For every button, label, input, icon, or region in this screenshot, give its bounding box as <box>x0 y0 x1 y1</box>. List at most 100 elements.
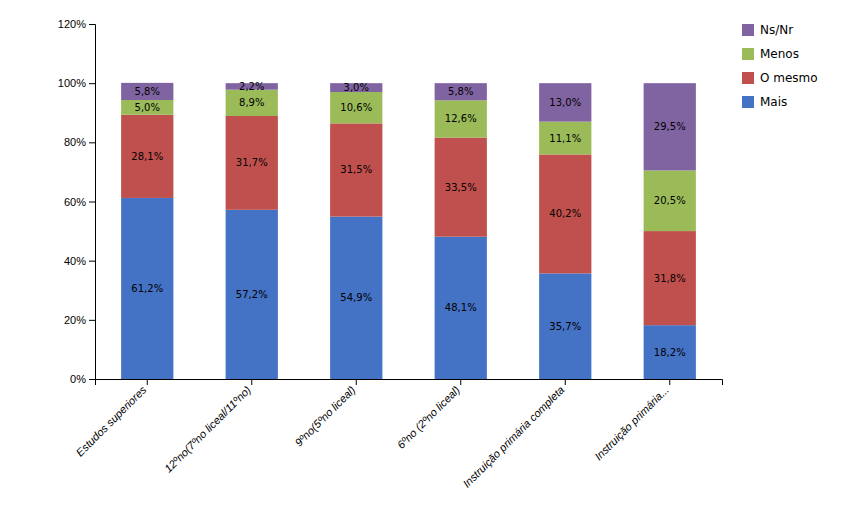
y-tick-label: 20% <box>64 314 86 326</box>
bar <box>644 231 696 325</box>
data-label: 54,9% <box>340 292 372 303</box>
data-label: 5,8% <box>135 86 160 97</box>
data-label: 13,0% <box>549 97 581 108</box>
y-tick-mark <box>89 202 95 203</box>
x-tick-mark <box>147 379 148 385</box>
bar <box>330 123 382 216</box>
bar <box>330 217 382 379</box>
data-label: 29,5% <box>654 121 686 132</box>
x-tick-label: Instruição primária... <box>592 383 671 462</box>
x-tick-mark <box>565 379 566 385</box>
x-axis: Estudos superiores12ºno(7ºno liceal/11ºn… <box>73 379 722 490</box>
y-tick: 40% <box>64 255 95 267</box>
legend-label: Menos <box>760 47 799 61</box>
x-tick-mark <box>356 379 357 385</box>
y-tick-mark <box>89 379 95 380</box>
legend-swatch <box>742 72 754 84</box>
data-label: 61,2% <box>131 283 163 294</box>
data-label: 28,1% <box>131 151 163 162</box>
bar <box>226 210 278 379</box>
bar <box>435 138 487 237</box>
y-tick-label: 80% <box>64 136 86 148</box>
x-tick-label: 9ºno(5ºno liceal) <box>292 383 357 448</box>
bar <box>121 115 173 198</box>
data-label: 8,9% <box>239 97 264 108</box>
legend-label: Ns/Nr <box>760 23 793 37</box>
y-tick-label: 0% <box>70 373 86 385</box>
x-tick-mark <box>460 379 461 385</box>
data-labels: 61,2% 57,2% 54,9% 48,1% 35,7% 18,2% 28,1% 31,7%… <box>131 81 685 358</box>
data-label: 5,8% <box>448 86 473 97</box>
legend-label: O mesmo <box>760 71 818 85</box>
y-tick: 100% <box>58 77 95 89</box>
data-label: 20,5% <box>654 195 686 206</box>
y-tick-mark <box>89 142 95 143</box>
legend-item: O mesmo <box>742 71 818 85</box>
x-tick: Instruição primária... <box>592 379 671 462</box>
y-tick-mark <box>89 83 95 84</box>
y-tick-label: 60% <box>64 196 86 208</box>
y-tick-mark <box>89 24 95 25</box>
y-axis: 0% 20% 40% 60% 80% 100% 120% <box>58 18 96 385</box>
bar <box>644 325 696 379</box>
data-label: 5,0% <box>135 102 160 113</box>
x-tick: Estudos superiores <box>73 379 148 459</box>
x-tick-label: Instruição primária completa <box>460 383 566 489</box>
y-tick-label: 120% <box>58 18 86 30</box>
x-tick-label: Estudos superiores <box>73 383 148 458</box>
legend-item: Menos <box>742 47 799 61</box>
bar <box>435 237 487 379</box>
bar <box>539 122 591 155</box>
bar <box>435 100 487 137</box>
y-tick: 60% <box>64 196 95 208</box>
data-label: 31,5% <box>340 164 372 175</box>
legend: Ns/Nr Menos O mesmo Mais <box>742 23 818 109</box>
data-label: 35,7% <box>549 321 581 332</box>
legend-swatch <box>742 48 754 60</box>
x-tick-mark <box>669 379 670 385</box>
data-label: 3,0% <box>344 82 369 93</box>
bar <box>330 92 382 123</box>
x-tick-label: 6ºno (2ºno liceal) <box>395 383 463 451</box>
y-tick: 120% <box>58 18 95 30</box>
x-tick: Instruição primária completa <box>460 379 566 490</box>
data-label: 12,6% <box>445 113 477 124</box>
legend-item: Ns/Nr <box>742 23 793 37</box>
series <box>121 198 696 379</box>
plot: 61,2% 57,2% 54,9% 48,1% 35,7% 18,2% 28,1% 31,7%… <box>58 18 723 490</box>
y-tick: 0% <box>70 373 95 385</box>
y-tick: 20% <box>64 314 95 326</box>
y-axis-line <box>89 25 96 380</box>
x-tick: 6ºno (2ºno liceal) <box>395 379 463 451</box>
y-tick-label: 100% <box>58 77 86 89</box>
x-tick: 9ºno(5ºno liceal) <box>292 379 357 449</box>
bar <box>539 83 591 121</box>
series <box>121 83 696 171</box>
legend-label: Mais <box>760 95 787 109</box>
x-tick-mark <box>251 379 252 385</box>
bar <box>644 83 696 170</box>
series <box>121 115 696 325</box>
bar <box>121 100 173 115</box>
data-label: 40,2% <box>549 208 581 219</box>
data-label: 18,2% <box>654 347 686 358</box>
x-tick-label: 12ºno(7ºno liceal/11ºno) <box>162 383 253 474</box>
y-tick-mark <box>89 320 95 321</box>
bar <box>539 154 591 273</box>
legend-swatch <box>742 96 754 108</box>
y-tick: 80% <box>64 136 95 148</box>
x-tick: 12ºno(7ºno liceal/11ºno) <box>162 379 253 475</box>
bar <box>644 170 696 231</box>
bar <box>226 90 278 116</box>
data-label: 57,2% <box>236 289 268 300</box>
bar <box>539 273 591 379</box>
bar <box>121 198 173 379</box>
data-label: 48,1% <box>445 302 477 313</box>
legend-swatch <box>742 24 754 36</box>
chart: 61,2% 57,2% 54,9% 48,1% 35,7% 18,2% 28,1% 31,7%… <box>0 0 852 514</box>
bar <box>435 83 487 100</box>
legend-item: Mais <box>742 95 787 109</box>
data-label: 31,8% <box>654 273 686 284</box>
data-label: 31,7% <box>236 157 268 168</box>
series <box>121 90 696 231</box>
